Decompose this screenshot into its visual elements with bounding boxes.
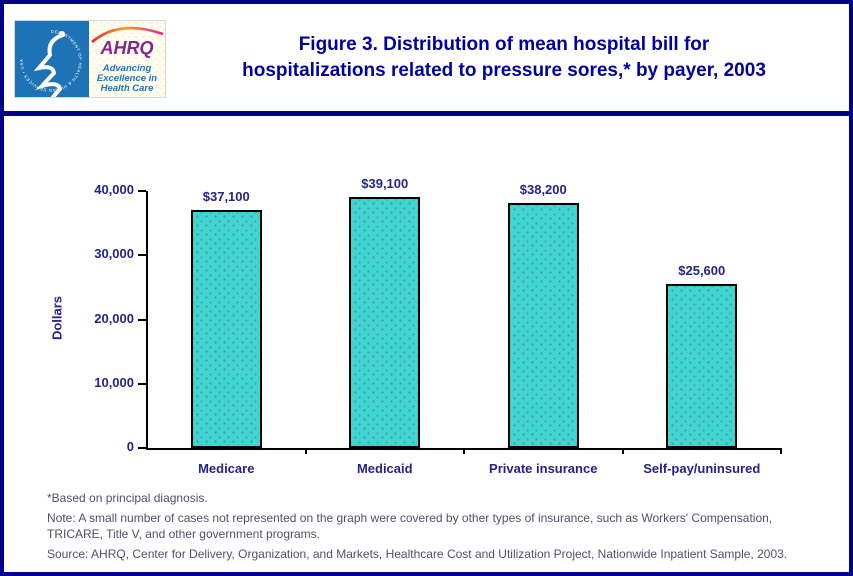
x-axis-tick-mark [304, 448, 307, 454]
y-axis-tick-mark [138, 318, 146, 321]
ahrq-tagline: Advancing Excellence in Health Care [97, 63, 157, 94]
footnotes: *Based on principal diagnosis. Note: A s… [47, 490, 815, 566]
svg-text:Advancing: Advancing [102, 63, 152, 74]
x-axis-tick-mark [621, 448, 624, 454]
note-footnote: Note: A small number of cases not repres… [47, 511, 773, 541]
x-axis-category-label: Medicare [198, 461, 255, 476]
x-axis-category-label: Medicaid [356, 461, 413, 476]
rainbow-arc-icon [91, 26, 164, 43]
y-axis-tick-mark [138, 382, 146, 385]
ahrq-wordmark: AHRQ [100, 38, 154, 58]
x-axis-category-label: Private insurance [489, 461, 598, 476]
bar-medicare [190, 210, 262, 448]
bar-value-label: $25,600 [678, 263, 726, 278]
bar-chart: Dollars 0 10,000 20,000 30,000 40,000 $37,100… [0, 120, 853, 490]
y-axis-tick-mark [138, 190, 146, 192]
figure-title-line2: hospitalizations related to pressure sor… [242, 60, 766, 81]
y-axis-tick-label: 30,000 [94, 246, 134, 262]
x-axis-category-label: Self-pay/uninsured [643, 461, 761, 476]
figure-title: Figure 3. Distribution of mean hospital … [168, 32, 840, 84]
bar-value-label: $38,200 [519, 182, 567, 197]
ahrq-panel [89, 21, 165, 97]
bar-value-label: $39,100 [361, 176, 409, 191]
y-axis-tick-label: 10,000 [94, 374, 134, 390]
bar-value-label: $37,100 [202, 189, 250, 204]
ahrq-hhs-logo: DEPARTMENT OF HEALTH & HUMAN SERVICES • … [14, 20, 166, 99]
figure-title-line1: Figure 3. Distribution of mean hospital … [298, 34, 710, 55]
logo-graphic: DEPARTMENT OF HEALTH & HUMAN SERVICES • … [15, 21, 165, 99]
header-divider-rule [0, 111, 853, 116]
y-axis-tick-mark [138, 254, 146, 257]
y-axis-tick-label: 40,000 [94, 182, 134, 197]
x-axis-tick-mark [463, 448, 465, 454]
asterisk-footnote: *Based on principal diagnosis. [47, 491, 208, 505]
source-footnote: Source: AHRQ, Center for Delivery, Organ… [47, 547, 788, 561]
svg-text:Excellence in: Excellence in [97, 73, 157, 84]
y-axis-tick-label: 20,000 [94, 310, 134, 326]
hhs-eagle-icon [33, 31, 65, 99]
svg-text:Health Care: Health Care [101, 83, 155, 94]
y-axis-tick-label: 0 [126, 439, 134, 454]
x-axis-tick-mark [780, 448, 782, 454]
bar-self-pay-uninsured [666, 284, 738, 448]
y-axis-tick-mark [138, 447, 146, 449]
bar-private-insurance [507, 203, 579, 448]
y-axis-line [146, 191, 148, 450]
y-axis-title: Dollars [49, 295, 65, 341]
bar-medicaid [349, 197, 421, 448]
